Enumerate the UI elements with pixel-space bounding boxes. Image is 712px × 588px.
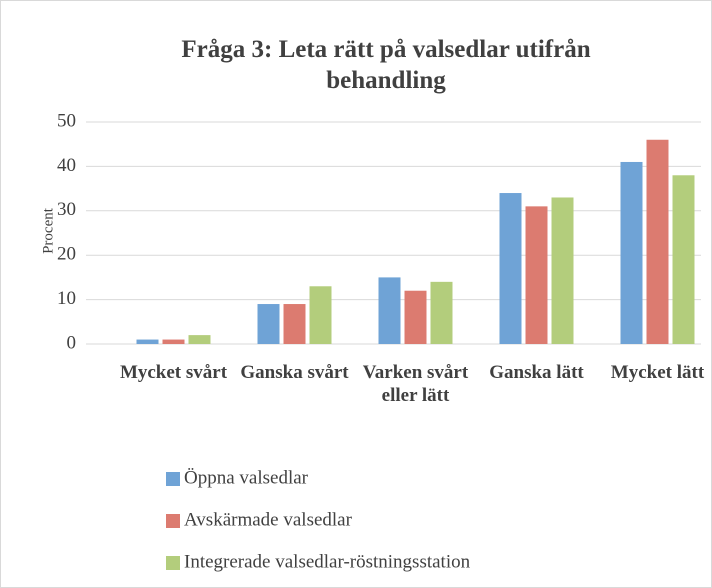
chart-title: Fråga 3: Leta rätt på valsedlar utifrån … [181,36,591,94]
y-tick-label: 10 [57,288,76,309]
x-tick-label: Ganska lätt [489,362,584,383]
y-tick-label: 20 [57,244,76,265]
y-tick-label: 30 [57,199,76,220]
y-tick-label: 50 [57,110,76,131]
y-tick-label: 0 [67,332,77,353]
x-tick-label: Varken svårt eller lätt [362,362,469,406]
legend-swatch [166,556,180,570]
y-axis-label: Procent [40,207,56,254]
bar [378,277,401,344]
x-tick-label: Ganska svårt [240,362,349,383]
legend-label: Öppna valsedlar [184,467,309,488]
legend-label: Avskärmade valsedlar [184,509,353,530]
x-tick-label: Mycket svårt [119,362,228,383]
bar [162,339,185,344]
x-tick-label: Mycket lätt [610,362,705,383]
bar [672,175,695,344]
bar [646,139,669,344]
bar [430,281,453,344]
legend-swatch [166,514,180,528]
bar [499,193,522,344]
bar [257,304,280,344]
bar [188,335,211,344]
bar [136,339,159,344]
y-tick-label: 40 [57,155,76,176]
legend-swatch [166,472,180,486]
legend-label: Integrerade valsedlar-röstningsstation [184,551,471,572]
bar [283,304,306,344]
bar [309,286,332,344]
bar [404,290,427,344]
bar [620,161,643,344]
bar [551,197,574,344]
bar [525,206,548,344]
